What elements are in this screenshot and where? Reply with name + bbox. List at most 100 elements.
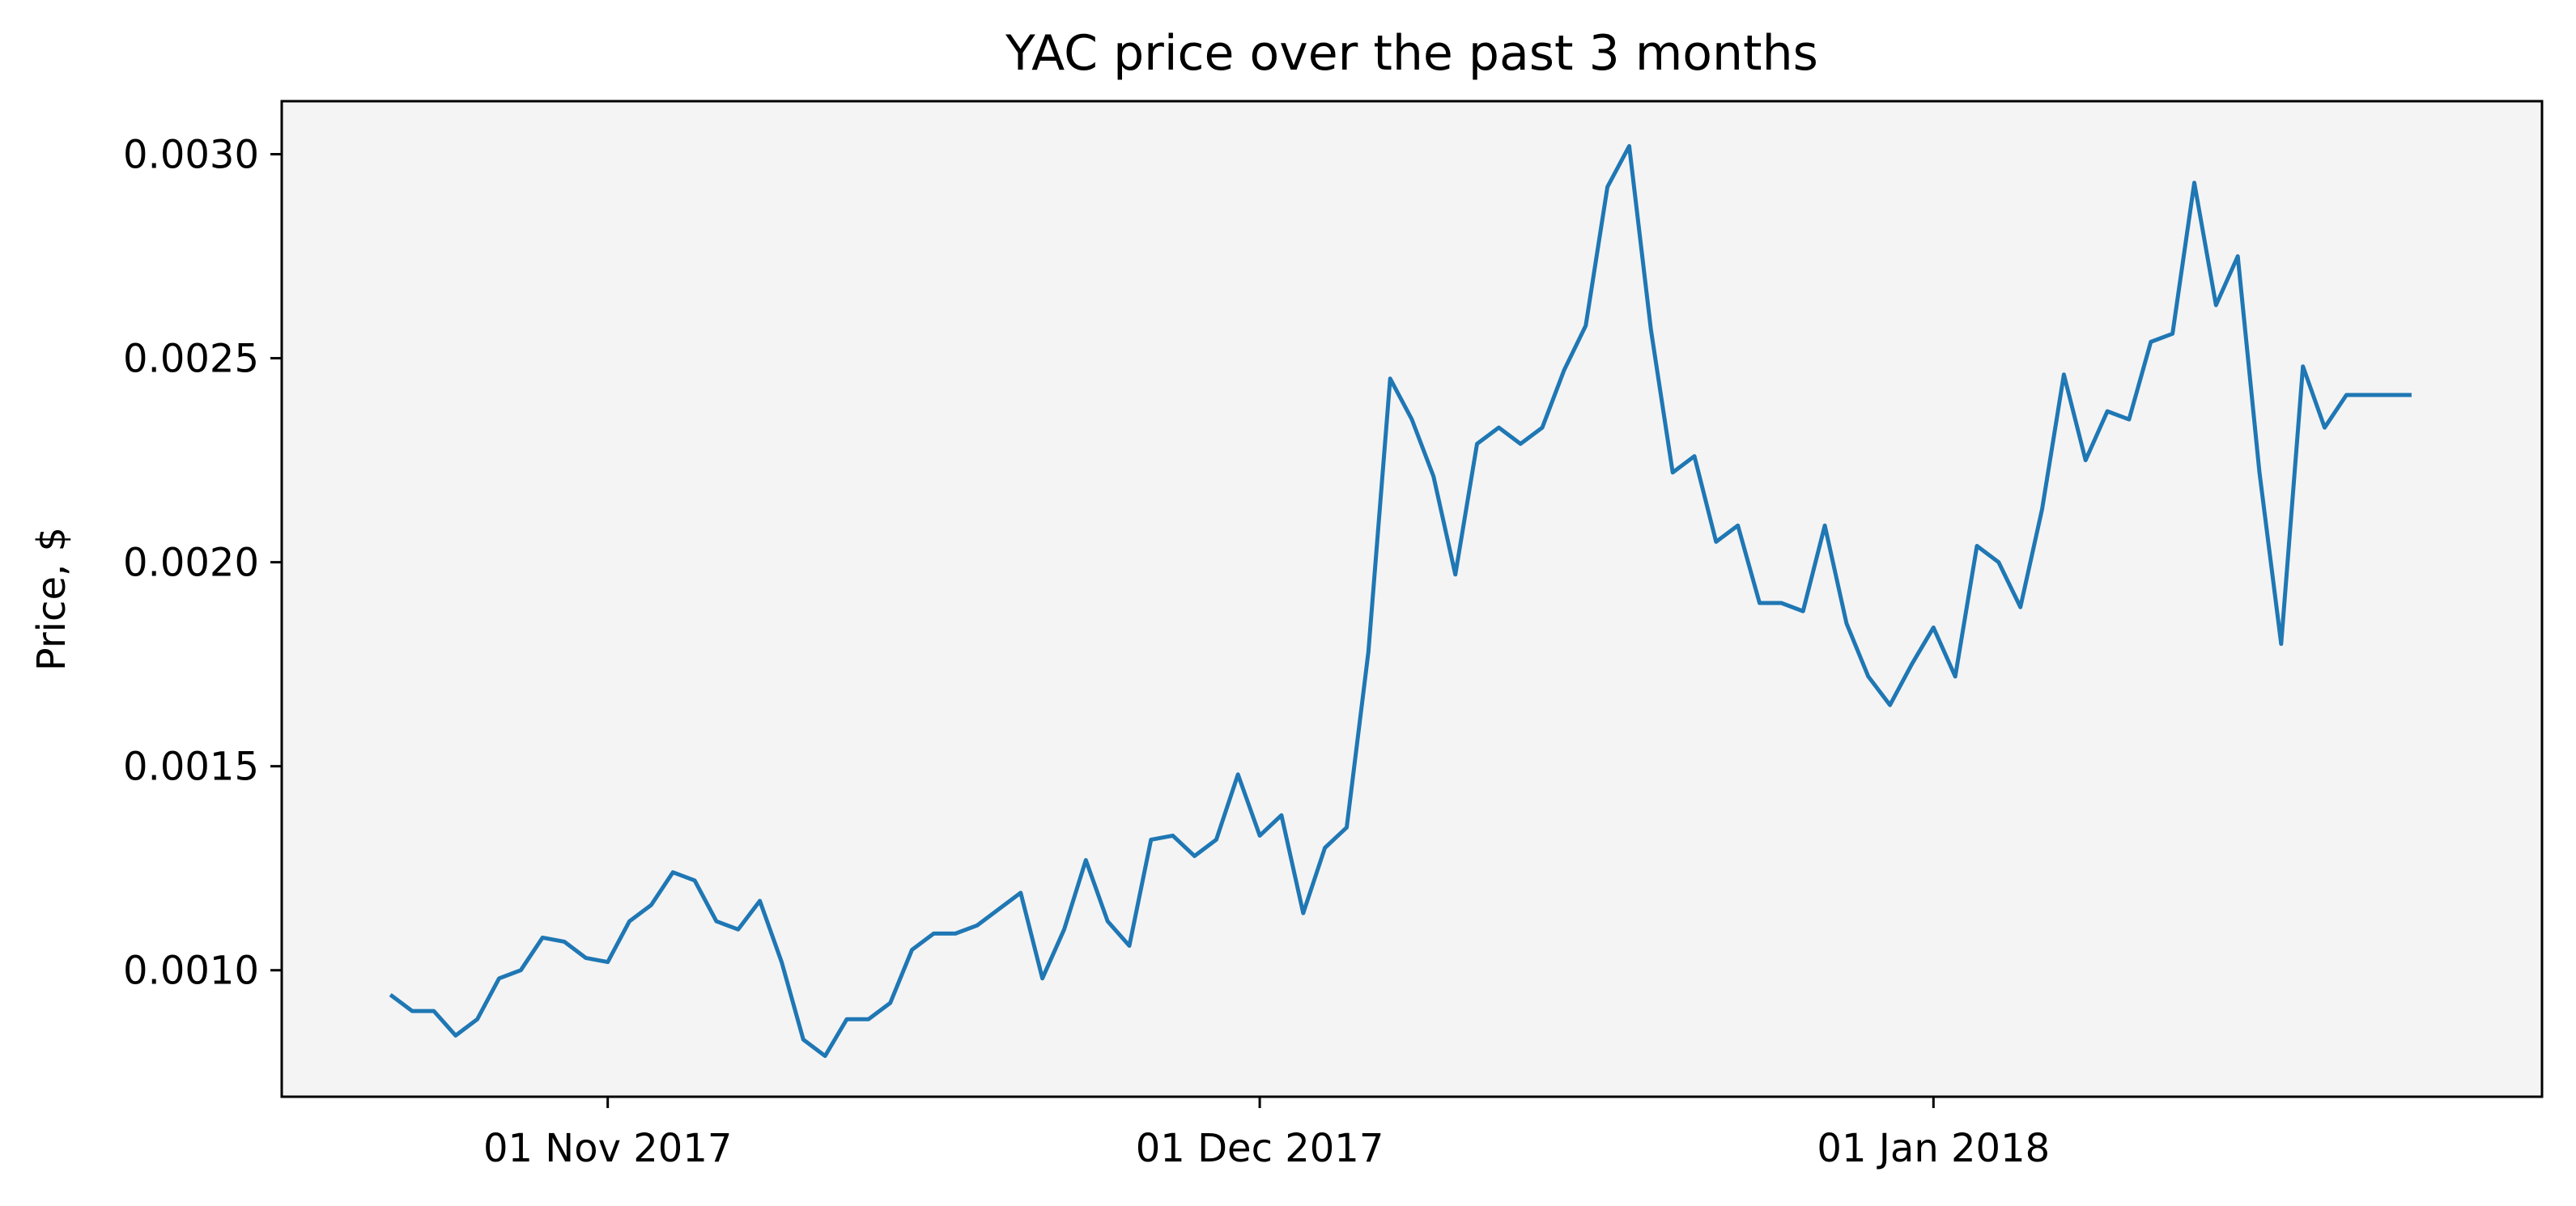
data-point: [584, 956, 589, 961]
data-point: [931, 931, 936, 936]
data-point: [1127, 943, 1132, 948]
data-point: [2018, 605, 2023, 609]
data-point: [475, 1017, 480, 1021]
data-point: [1344, 825, 1349, 830]
data-point: [1670, 470, 1675, 475]
x-tick-label: 01 Dec 2017: [1136, 1126, 1384, 1171]
plot-area-background: [282, 101, 2542, 1097]
data-point: [1562, 368, 1566, 373]
data-point: [606, 960, 610, 965]
chart-title: YAC price over the past 3 months: [1005, 25, 1818, 82]
data-point: [714, 919, 719, 924]
data-point: [1822, 523, 1827, 528]
data-point: [2257, 470, 2262, 475]
plot-area-frame: [280, 100, 2544, 1098]
data-point: [1192, 854, 1197, 859]
data-point: [910, 948, 915, 953]
data-point: [496, 976, 501, 981]
data-point: [1736, 523, 1741, 528]
y-tick-label: 0.0030: [123, 133, 259, 178]
data-point: [997, 907, 1001, 911]
data-point: [2366, 393, 2370, 397]
data-point: [2387, 393, 2392, 397]
data-point: [431, 1009, 436, 1013]
data-point: [758, 898, 763, 903]
data-point: [1844, 621, 1849, 626]
data-point: [1409, 417, 1414, 422]
data-point: [888, 1000, 893, 1005]
data-point: [2061, 372, 2066, 377]
data-point: [1931, 625, 1936, 630]
data-point: [1518, 441, 1523, 446]
data-point: [801, 1037, 806, 1042]
data-point: [1083, 858, 1088, 863]
data-point: [1279, 813, 1284, 817]
x-tick-label: 01 Nov 2017: [483, 1126, 732, 1171]
data-point: [1061, 927, 1066, 932]
data-point: [1758, 601, 1762, 605]
data-point: [1431, 474, 1436, 479]
data-point: [2040, 507, 2045, 512]
data-point: [823, 1054, 827, 1059]
data-point: [562, 939, 567, 944]
y-axis-label: Price, $: [29, 527, 74, 671]
data-point: [975, 923, 980, 928]
data-point: [2127, 417, 2132, 422]
data-point: [1583, 323, 1588, 328]
data-point: [2083, 458, 2088, 463]
data-point: [1953, 674, 1958, 679]
data-point: [1626, 143, 1631, 148]
data-point: [1540, 425, 1545, 430]
axis-ticks: 0.0010 0.0015 0.0020 0.0025 0.0030 01 Nov 201…: [123, 133, 2050, 1171]
data-point: [670, 870, 675, 875]
y-tick-label: 0.0015: [123, 745, 259, 790]
data-point: [1214, 837, 1218, 842]
data-point: [1496, 425, 1501, 430]
data-point: [1888, 703, 1893, 707]
data-point: [1453, 572, 1458, 577]
series-group: [388, 143, 2412, 1059]
data-point: [540, 935, 545, 940]
data-point: [1692, 454, 1697, 459]
y-tick-label: 0.0020: [123, 541, 259, 586]
data-point: [1323, 846, 1328, 851]
data-point: [1171, 833, 1175, 838]
data-point: [627, 919, 632, 924]
data-point: [1366, 650, 1371, 655]
data-point: [1018, 890, 1023, 895]
price-series-line: [389, 144, 2412, 1059]
data-point: [1996, 560, 2001, 565]
y-tick-label: 0.0010: [123, 949, 259, 994]
x-tick-label: 01 Jan 2018: [1817, 1126, 2050, 1171]
data-point: [844, 1017, 849, 1021]
data-point: [2323, 425, 2327, 430]
data-point: [1257, 833, 1262, 838]
y-tick-label: 0.0025: [123, 337, 259, 382]
data-point: [1714, 539, 1719, 544]
data-point: [1388, 376, 1392, 381]
data-point: [1605, 185, 1610, 189]
data-point: [1149, 837, 1154, 842]
data-point: [2213, 303, 2218, 308]
data-point: [1800, 609, 1805, 614]
data-point: [2170, 331, 2175, 336]
data-point: [648, 902, 653, 907]
data-point: [1648, 327, 1653, 332]
data-point: [953, 931, 958, 936]
data-point: [2301, 364, 2306, 369]
data-point: [1975, 543, 1979, 548]
data-point: [1235, 772, 1240, 777]
data-point: [2235, 254, 2240, 259]
data-point: [1866, 674, 1871, 679]
data-point: [692, 878, 697, 883]
data-point: [2344, 393, 2349, 397]
data-point: [779, 960, 784, 965]
data-point: [736, 927, 741, 932]
data-point: [453, 1033, 458, 1038]
data-point: [518, 968, 523, 973]
data-point: [866, 1017, 871, 1021]
data-point: [1909, 662, 1914, 667]
data-point: [388, 992, 393, 997]
data-point: [2279, 641, 2284, 646]
